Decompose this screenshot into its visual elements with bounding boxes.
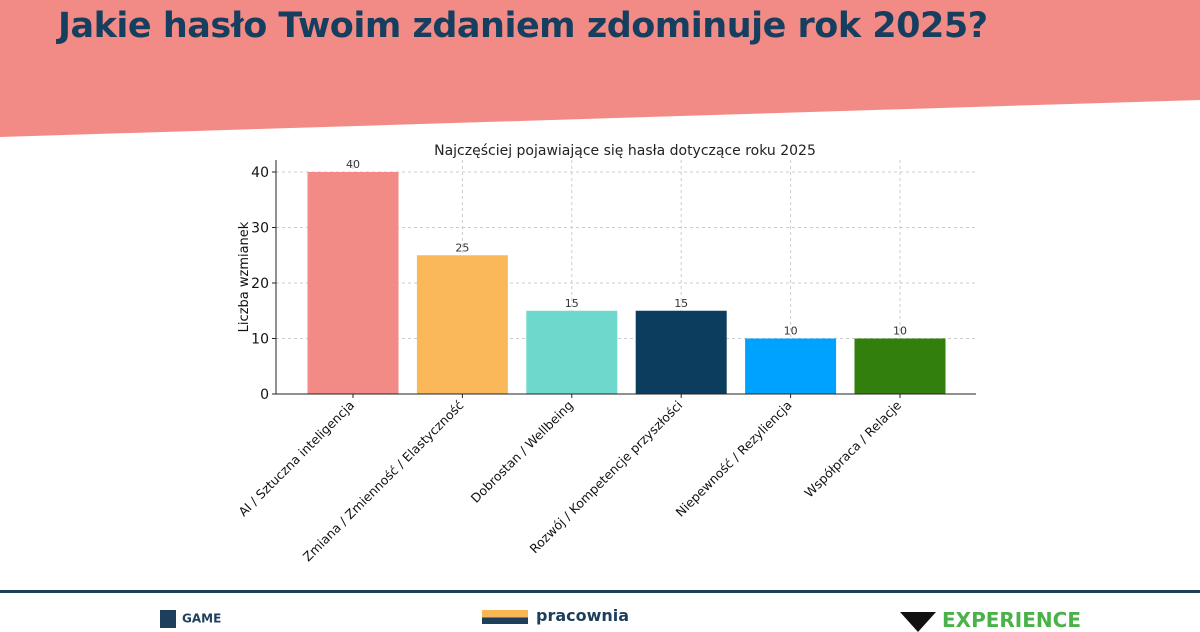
- page-title: Jakie hasło Twoim zdaniem zdominuje rok …: [58, 6, 988, 46]
- bar: [745, 338, 837, 394]
- bar: [307, 172, 399, 394]
- bar: [854, 338, 946, 394]
- bar-chart: Najczęściej pojawiające się hasła dotycz…: [235, 143, 976, 564]
- data-label: 10: [893, 325, 907, 338]
- game-logo-text: GAME: [182, 611, 222, 626]
- header-banner: [0, 0, 1200, 137]
- data-label: 25: [455, 241, 469, 254]
- data-label: 40: [346, 158, 360, 171]
- experience-logo-icon: [900, 611, 936, 632]
- data-label: 15: [674, 297, 688, 310]
- pracownia-logo-icon: [482, 609, 528, 624]
- experience-logo: EXPERIENCE: [900, 608, 1081, 632]
- x-tick-label: Dobrostan / Wellbeing: [468, 398, 576, 506]
- y-tick-label: 30: [251, 221, 269, 237]
- x-tick-label: Niepewność / Rezyliencja: [673, 398, 795, 520]
- y-tick-label: 20: [251, 276, 269, 292]
- bar: [635, 310, 727, 394]
- experience-logo-text: EXPERIENCE: [942, 608, 1081, 632]
- bar: [526, 310, 618, 394]
- pracownia-logo: pracownia: [482, 606, 629, 625]
- x-tick-label: AI / Sztuczna inteligencja: [235, 398, 357, 520]
- game-logo: GAME: [160, 610, 221, 628]
- game-logo-icon: [160, 610, 176, 628]
- y-tick-label: 0: [260, 387, 269, 403]
- footer-divider: [0, 590, 1200, 593]
- y-tick-label: 10: [251, 332, 269, 348]
- y-tick-label: 40: [251, 165, 269, 181]
- data-label: 10: [784, 325, 798, 338]
- data-label: 15: [565, 297, 579, 310]
- chart-title: Najczęściej pojawiające się hasła dotycz…: [434, 143, 816, 159]
- y-axis-label: Liczba wzmianek: [237, 221, 252, 332]
- x-tick-label: Współpraca / Relacje: [801, 397, 904, 500]
- bar: [416, 255, 508, 394]
- pracownia-logo-text: pracownia: [536, 606, 630, 625]
